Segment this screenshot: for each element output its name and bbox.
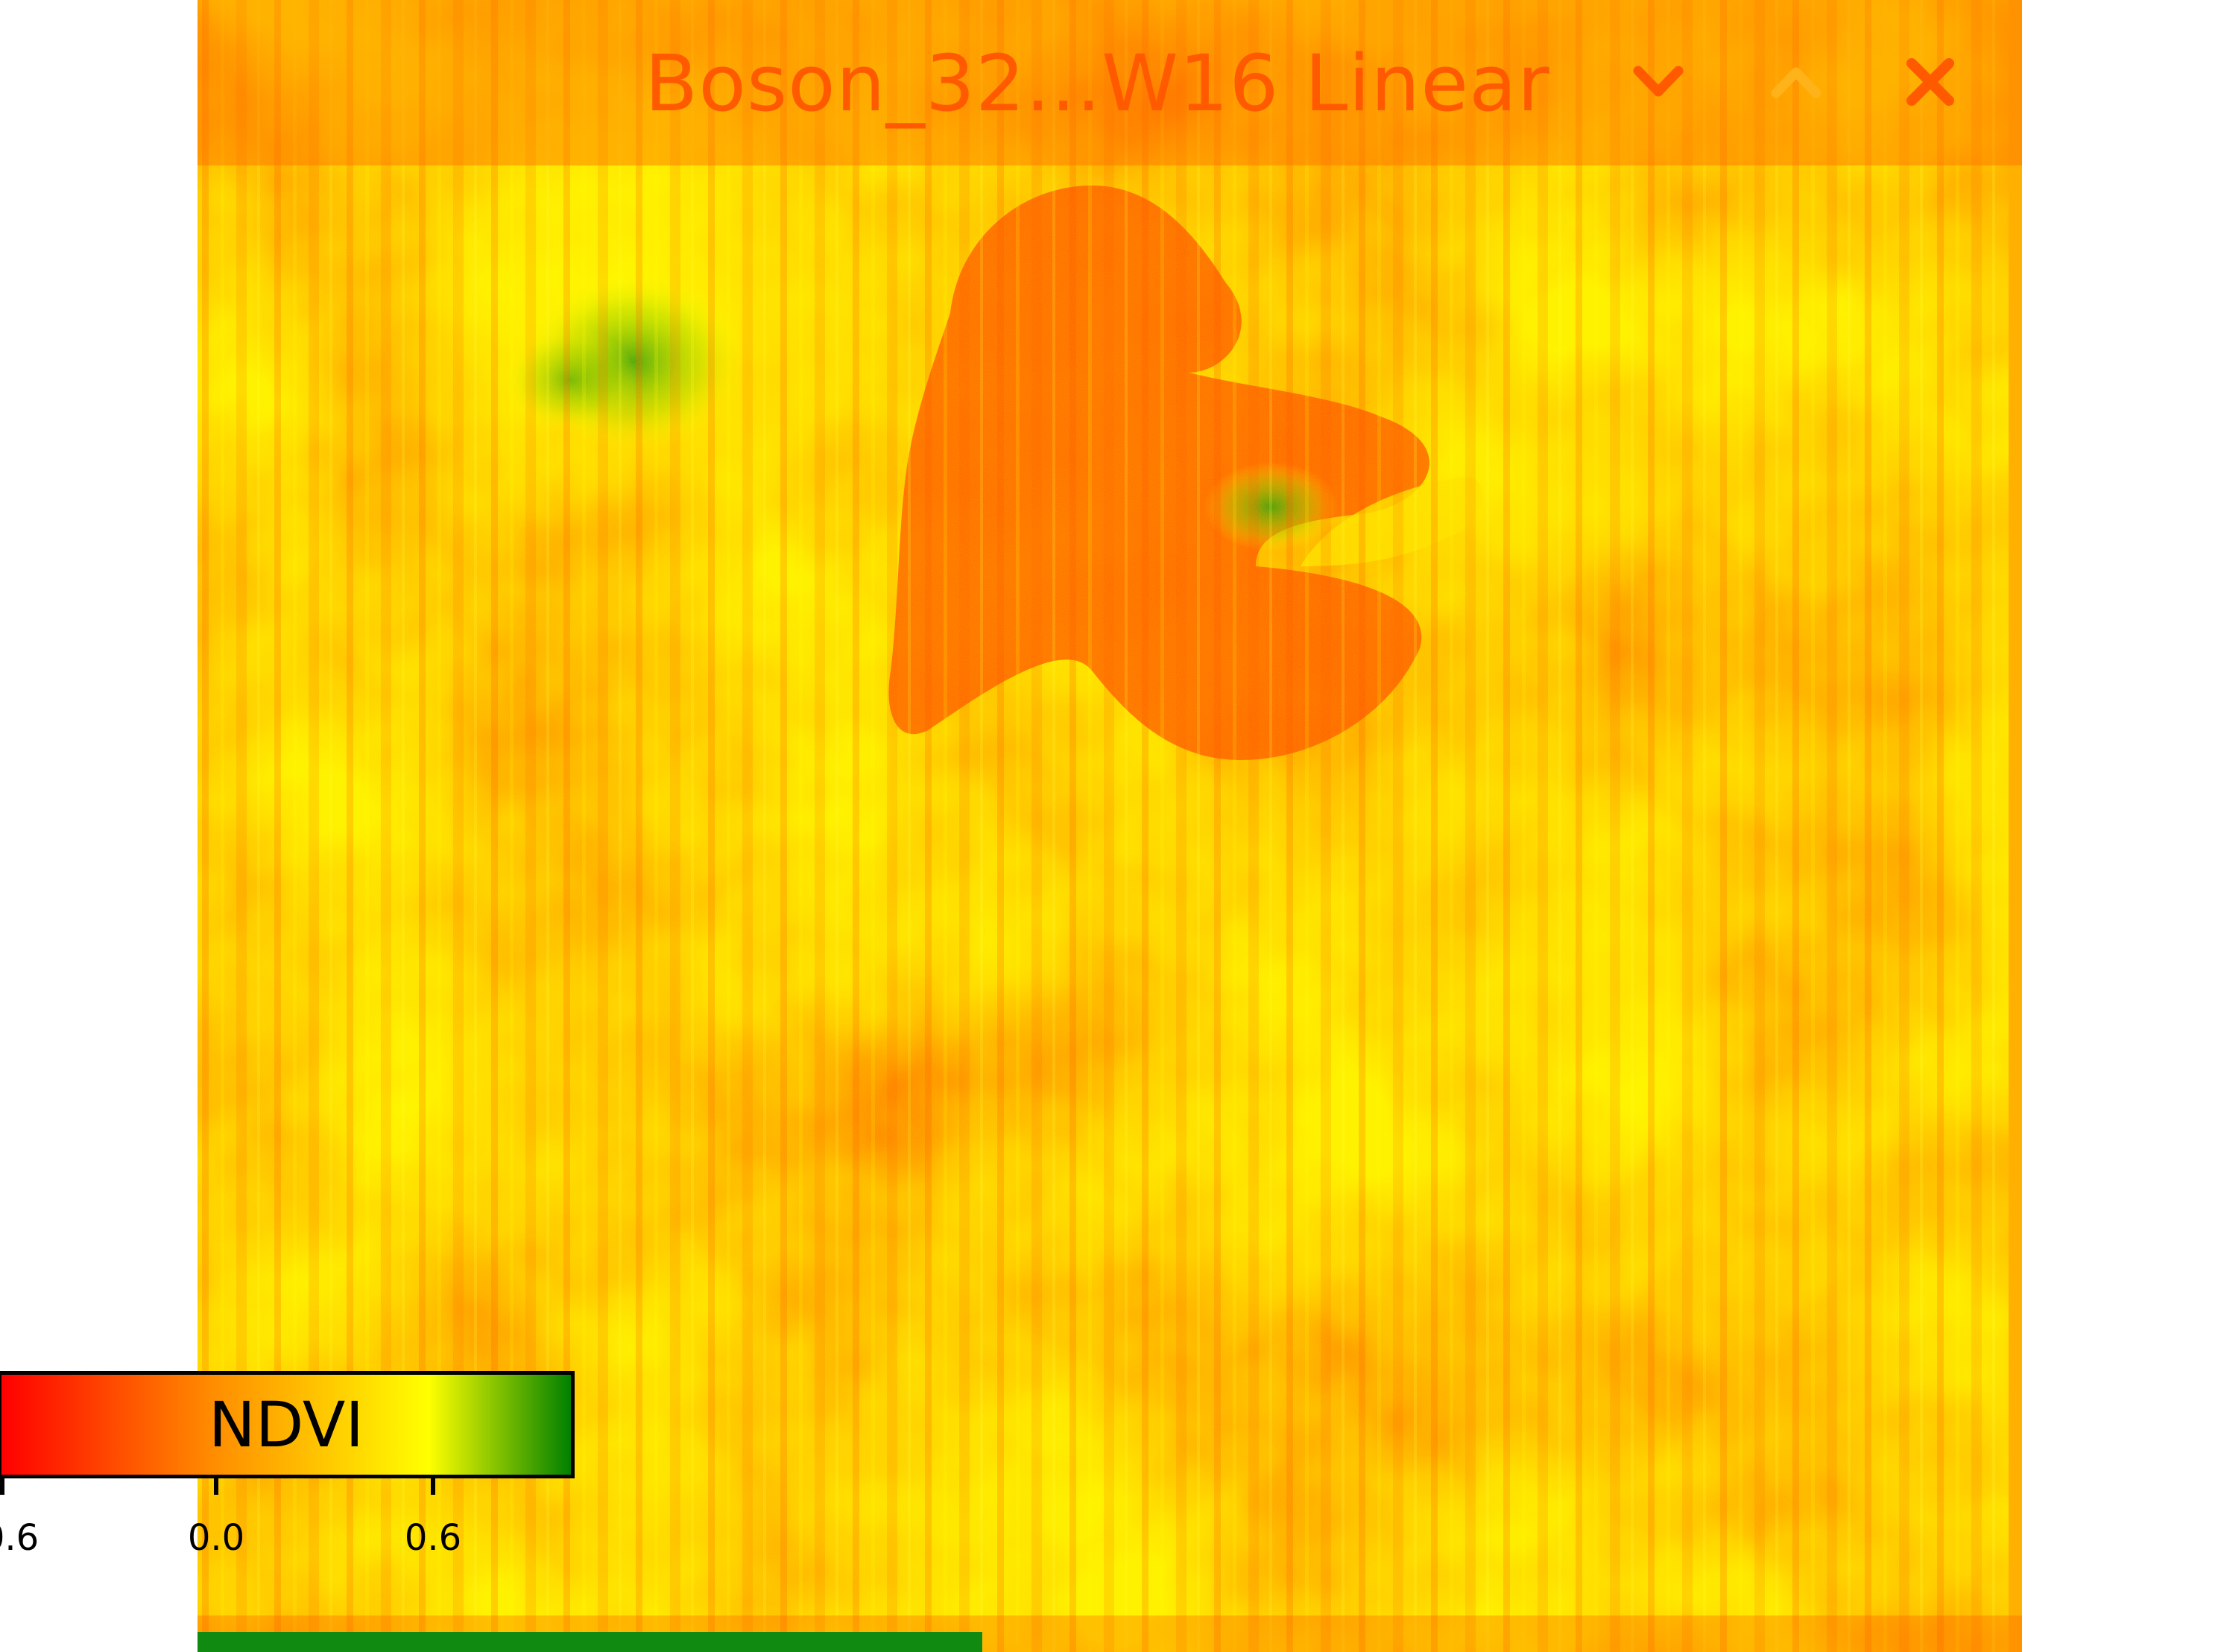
close-button[interactable] xyxy=(1889,41,1971,123)
colorbar-tick xyxy=(0,1478,4,1495)
minimize-button[interactable] xyxy=(1617,41,1699,123)
ndvi-map-viewer[interactable]: Boson_32...W16 Linear xyxy=(198,0,2022,1652)
ndvi-colorbar: NDVI xyxy=(0,1371,575,1478)
chevron-up-icon xyxy=(1771,67,1822,98)
colorbar-tick xyxy=(214,1478,218,1495)
window-titlebar[interactable]: Boson_32...W16 Linear xyxy=(198,0,2022,165)
window-title: Boson_32...W16 Linear xyxy=(645,38,1550,129)
close-icon xyxy=(1906,58,1954,106)
colorbar-gradient xyxy=(1,1375,571,1475)
colorbar-tick xyxy=(431,1478,435,1495)
ndvi-raster-image xyxy=(198,0,2022,1652)
colorbar-tick-label: 0.6 xyxy=(0,1517,40,1559)
colorbar-label: NDVI xyxy=(208,1388,364,1461)
maximize-button[interactable] xyxy=(1755,41,1837,123)
progress-bar xyxy=(198,1632,982,1652)
colorbar-tick-label: 0.0 xyxy=(187,1517,245,1559)
chevron-down-icon xyxy=(1633,66,1684,97)
colorbar-tick-label: 0.6 xyxy=(404,1517,462,1559)
